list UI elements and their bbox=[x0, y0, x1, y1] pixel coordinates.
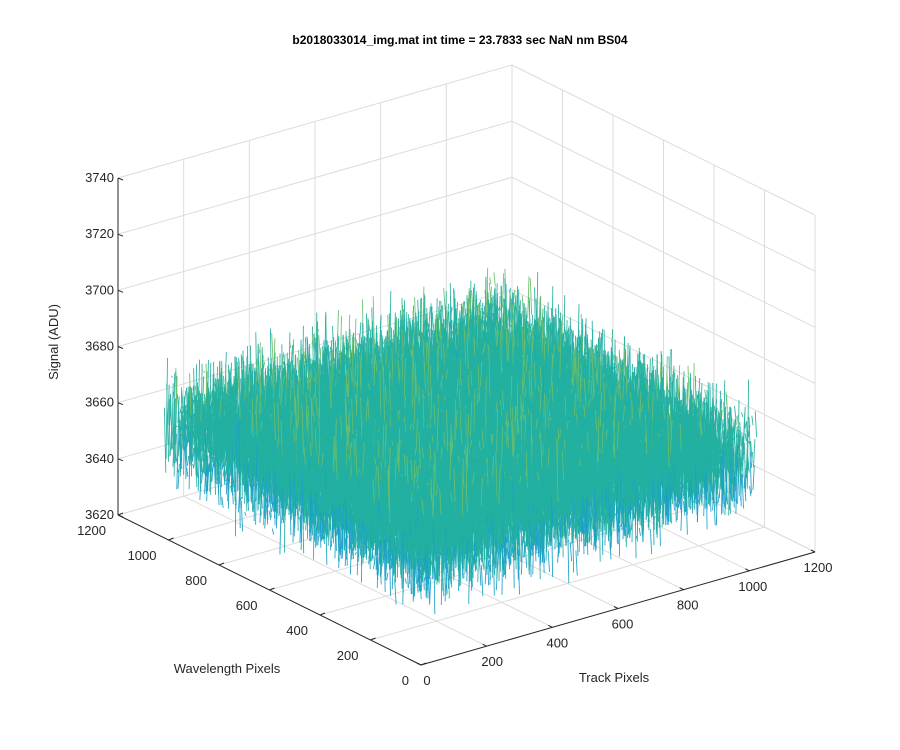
x-tick-label: 1200 bbox=[804, 560, 833, 575]
x-tick bbox=[482, 643, 487, 647]
surface-strip bbox=[273, 402, 620, 489]
z-tick-label: 3620 bbox=[85, 507, 114, 522]
tick-labels: 0 200 400 600 800 1000 1200 0 200 400 600 800 1000 12… bbox=[77, 170, 832, 688]
back-wall-grid-z bbox=[117, 64, 513, 179]
side-wall-grid-z bbox=[511, 289, 816, 441]
axes bbox=[117, 177, 816, 666]
side-wall-grid-z bbox=[511, 120, 816, 272]
y-tick bbox=[420, 662, 427, 666]
back-wall-grid-z bbox=[117, 176, 513, 291]
z-tick-label: 3740 bbox=[85, 170, 114, 185]
x-tick-label: 400 bbox=[546, 635, 568, 650]
surface-strip bbox=[251, 396, 642, 472]
y-tick-label: 1000 bbox=[128, 548, 157, 563]
z-tick bbox=[117, 289, 124, 293]
back-wall-grid-z bbox=[117, 233, 513, 347]
surface-strip bbox=[421, 488, 442, 516]
z-tick bbox=[117, 346, 124, 349]
surface-strip bbox=[401, 491, 446, 602]
z-tick bbox=[117, 233, 124, 237]
z-tick bbox=[117, 177, 124, 181]
x-tick-label: 600 bbox=[612, 617, 634, 632]
y-tick-label: 200 bbox=[337, 648, 359, 663]
side-wall-grid-z bbox=[511, 64, 816, 216]
side-wall-grid-z bbox=[511, 176, 816, 328]
surface-strip bbox=[484, 272, 496, 310]
z-tick-label: 3660 bbox=[85, 395, 114, 410]
z-tick bbox=[117, 402, 124, 406]
x-tick-label: 0 bbox=[423, 673, 430, 688]
x-tick bbox=[810, 549, 816, 553]
y-tick-label: 400 bbox=[286, 623, 308, 638]
y-axis-label: Wavelength Pixels bbox=[174, 661, 281, 676]
y-tick-label: 1200 bbox=[77, 523, 106, 538]
z-tick bbox=[117, 514, 124, 518]
x-tick-label: 200 bbox=[481, 654, 503, 669]
surface-strip bbox=[413, 520, 448, 615]
y-tick-label: 600 bbox=[236, 598, 258, 613]
x-tick bbox=[613, 606, 619, 609]
y-tick bbox=[269, 587, 275, 591]
z-axis-label: Signal (ADU) bbox=[46, 304, 61, 380]
y-tick bbox=[117, 512, 124, 516]
x-tick-label: 800 bbox=[677, 598, 699, 613]
y-tick bbox=[168, 537, 174, 541]
y-tick-label: 800 bbox=[185, 573, 207, 588]
y-tick bbox=[218, 562, 225, 566]
floor-grid-y bbox=[370, 526, 765, 641]
z-tick-label: 3720 bbox=[85, 226, 114, 241]
surface-strip bbox=[367, 286, 541, 356]
z-tick-label: 3640 bbox=[85, 451, 114, 466]
surface-strip bbox=[385, 516, 475, 605]
y-tick bbox=[370, 637, 376, 641]
z-tick bbox=[117, 458, 124, 462]
surface-strip bbox=[372, 458, 483, 526]
x-tick bbox=[745, 568, 750, 572]
surface-data bbox=[163, 267, 758, 615]
back-wall-grid-z bbox=[117, 120, 513, 235]
y-tick-label: 0 bbox=[402, 673, 409, 688]
y-tick bbox=[319, 612, 326, 616]
x-tick bbox=[416, 662, 422, 666]
x-tick bbox=[679, 587, 684, 591]
surface-strip bbox=[471, 267, 530, 319]
z-tick-label: 3680 bbox=[85, 339, 114, 354]
x-tick-label: 1000 bbox=[738, 579, 767, 594]
z-tick-label: 3700 bbox=[85, 282, 114, 297]
side-wall-grid-z bbox=[511, 233, 816, 384]
x-axis-label: Track Pixels bbox=[579, 670, 650, 685]
x-tick bbox=[548, 624, 553, 628]
chart-title: b2018033014_img.mat int time = 23.7833 s… bbox=[292, 33, 628, 47]
